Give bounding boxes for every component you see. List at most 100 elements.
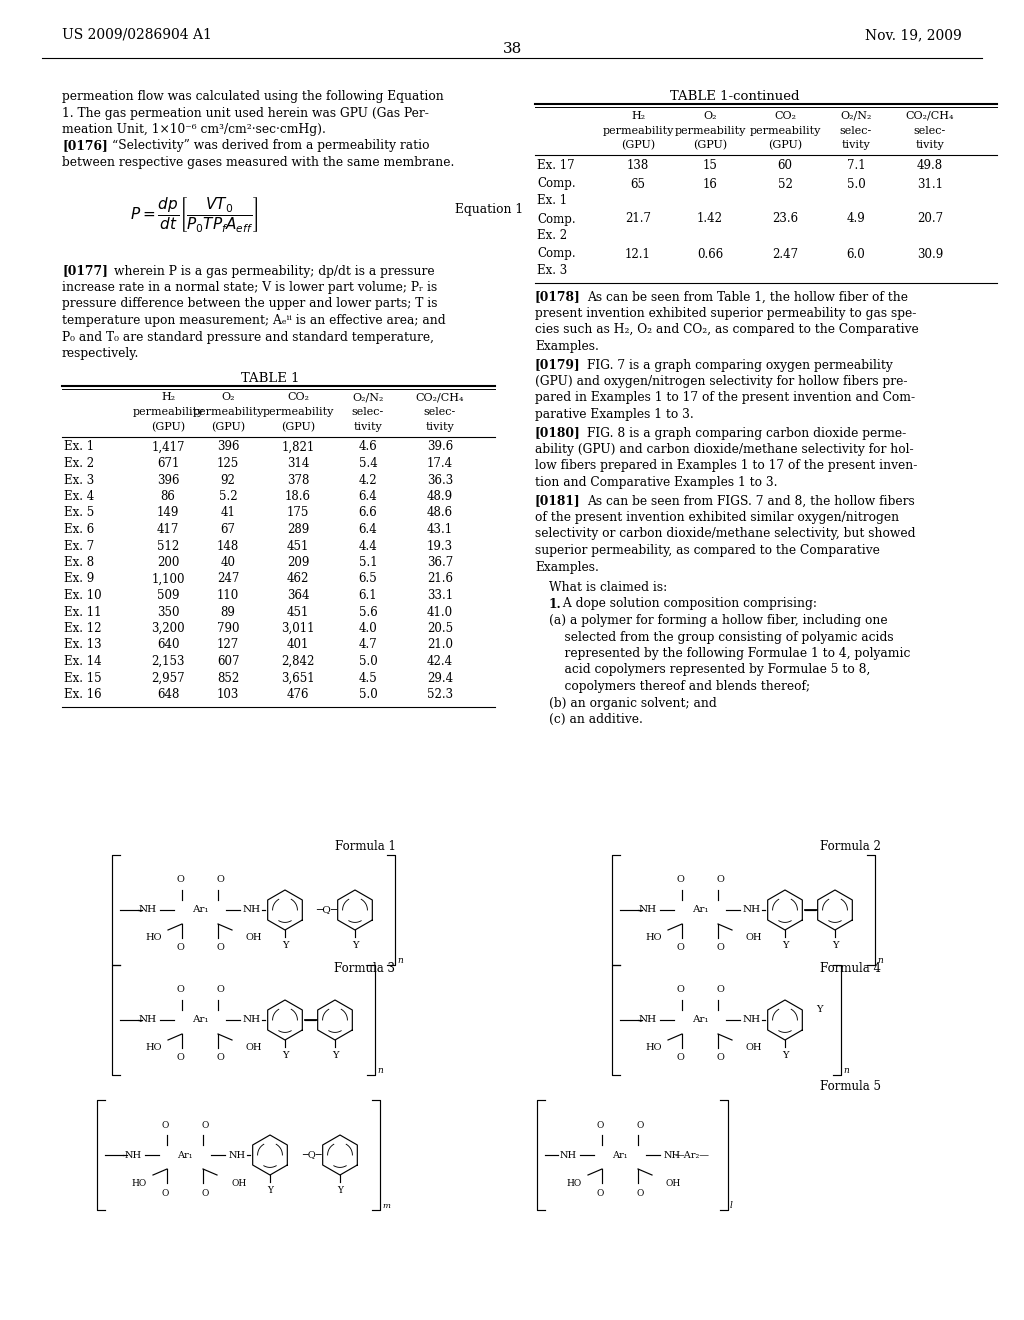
Text: n: n bbox=[877, 956, 883, 965]
Text: Ex. 4: Ex. 4 bbox=[63, 490, 94, 503]
Text: parative Examples 1 to 3.: parative Examples 1 to 3. bbox=[535, 408, 693, 421]
Text: O₂/N₂: O₂/N₂ bbox=[352, 392, 384, 403]
Text: respectively.: respectively. bbox=[62, 347, 139, 360]
Text: 2,153: 2,153 bbox=[152, 655, 184, 668]
Text: 4.2: 4.2 bbox=[358, 474, 377, 487]
Text: Formula 2: Formula 2 bbox=[819, 840, 881, 853]
Text: Ar₁: Ar₁ bbox=[191, 1015, 208, 1024]
Text: 247: 247 bbox=[217, 573, 240, 586]
Text: 5.4: 5.4 bbox=[358, 457, 378, 470]
Text: HO: HO bbox=[145, 1044, 162, 1052]
Text: What is claimed is:: What is claimed is: bbox=[549, 581, 668, 594]
Text: NH: NH bbox=[125, 1151, 141, 1159]
Text: [0177]: [0177] bbox=[62, 264, 108, 277]
Text: “Selectivity” was derived from a permeability ratio: “Selectivity” was derived from a permeab… bbox=[112, 140, 429, 153]
Text: (GPU): (GPU) bbox=[281, 421, 315, 432]
Text: permeability: permeability bbox=[602, 125, 674, 136]
Text: Formula 5: Formula 5 bbox=[819, 1080, 881, 1093]
Text: Comp.: Comp. bbox=[537, 248, 575, 260]
Text: 5.6: 5.6 bbox=[358, 606, 378, 619]
Text: 2,957: 2,957 bbox=[152, 672, 184, 685]
Text: P₀ and T₀ are standard pressure and standard temperature,: P₀ and T₀ are standard pressure and stan… bbox=[62, 330, 434, 343]
Text: Y: Y bbox=[352, 941, 358, 950]
Text: 103: 103 bbox=[217, 688, 240, 701]
Text: 175: 175 bbox=[287, 507, 309, 520]
Text: NH: NH bbox=[664, 1151, 681, 1159]
Text: As can be seen from FIGS. 7 and 8, the hollow fibers: As can be seen from FIGS. 7 and 8, the h… bbox=[587, 495, 914, 507]
Text: O: O bbox=[596, 1188, 604, 1197]
Text: Ex. 15: Ex. 15 bbox=[63, 672, 101, 685]
Text: 852: 852 bbox=[217, 672, 240, 685]
Text: (GPU): (GPU) bbox=[621, 140, 655, 150]
Text: Ex. 14: Ex. 14 bbox=[63, 655, 101, 668]
Text: O: O bbox=[596, 1121, 604, 1130]
Text: Ar₁: Ar₁ bbox=[691, 906, 709, 915]
Text: O₂: O₂ bbox=[703, 111, 717, 121]
Text: 21.0: 21.0 bbox=[427, 639, 453, 652]
Text: permeability: permeability bbox=[132, 407, 204, 417]
Text: O: O bbox=[176, 875, 184, 884]
Text: NH: NH bbox=[743, 906, 761, 915]
Text: (GPU): (GPU) bbox=[768, 140, 802, 150]
Text: 378: 378 bbox=[287, 474, 309, 487]
Text: n: n bbox=[843, 1067, 849, 1074]
Text: O: O bbox=[162, 1121, 169, 1130]
Text: O: O bbox=[202, 1121, 209, 1130]
Text: 451: 451 bbox=[287, 540, 309, 553]
Text: 17.4: 17.4 bbox=[427, 457, 453, 470]
Text: 41: 41 bbox=[220, 507, 236, 520]
Text: 4.9: 4.9 bbox=[847, 213, 865, 226]
Text: NH: NH bbox=[743, 1015, 761, 1024]
Text: O: O bbox=[676, 1053, 684, 1063]
Text: 1.: 1. bbox=[549, 598, 562, 610]
Text: pressure difference between the upper and lower parts; T is: pressure difference between the upper an… bbox=[62, 297, 437, 310]
Text: NH: NH bbox=[139, 906, 157, 915]
Text: Examples.: Examples. bbox=[535, 561, 599, 573]
Text: 60: 60 bbox=[777, 158, 793, 172]
Text: O: O bbox=[216, 1053, 224, 1063]
Text: CO₂: CO₂ bbox=[774, 111, 796, 121]
Text: permeability: permeability bbox=[193, 407, 264, 417]
Text: NH: NH bbox=[228, 1151, 246, 1159]
Text: 1,821: 1,821 bbox=[282, 441, 314, 454]
Text: 396: 396 bbox=[157, 474, 179, 487]
Text: 209: 209 bbox=[287, 556, 309, 569]
Text: Y: Y bbox=[267, 1185, 273, 1195]
Text: 149: 149 bbox=[157, 507, 179, 520]
Text: 52: 52 bbox=[777, 177, 793, 190]
Text: 20.5: 20.5 bbox=[427, 622, 453, 635]
Text: O: O bbox=[202, 1188, 209, 1197]
Text: (GPU) and oxygen/nitrogen selectivity for hollow fibers pre-: (GPU) and oxygen/nitrogen selectivity fo… bbox=[535, 375, 907, 388]
Text: [0180]: [0180] bbox=[535, 426, 581, 440]
Text: Ex. 1: Ex. 1 bbox=[537, 194, 567, 207]
Text: 289: 289 bbox=[287, 523, 309, 536]
Text: 42.4: 42.4 bbox=[427, 655, 453, 668]
Text: 127: 127 bbox=[217, 639, 240, 652]
Text: 138: 138 bbox=[627, 158, 649, 172]
Text: O: O bbox=[176, 944, 184, 953]
Text: 52.3: 52.3 bbox=[427, 688, 453, 701]
Text: selec-: selec- bbox=[352, 407, 384, 417]
Text: 67: 67 bbox=[220, 523, 236, 536]
Text: 0.66: 0.66 bbox=[697, 248, 723, 260]
Text: 4.0: 4.0 bbox=[358, 622, 378, 635]
Text: H₂: H₂ bbox=[631, 111, 645, 121]
Text: 640: 640 bbox=[157, 639, 179, 652]
Text: 314: 314 bbox=[287, 457, 309, 470]
Text: 23.6: 23.6 bbox=[772, 213, 798, 226]
Text: Formula 1: Formula 1 bbox=[335, 840, 395, 853]
Text: O: O bbox=[716, 875, 724, 884]
Text: 18.6: 18.6 bbox=[285, 490, 311, 503]
Text: HO: HO bbox=[145, 933, 162, 942]
Text: 5.0: 5.0 bbox=[358, 655, 378, 668]
Text: ─Q─: ─Q─ bbox=[302, 1151, 322, 1159]
Text: NH: NH bbox=[139, 1015, 157, 1024]
Text: 48.6: 48.6 bbox=[427, 507, 453, 520]
Text: 30.9: 30.9 bbox=[916, 248, 943, 260]
Text: Ex. 8: Ex. 8 bbox=[63, 556, 94, 569]
Text: —Ar₂—: —Ar₂— bbox=[675, 1151, 710, 1159]
Text: 148: 148 bbox=[217, 540, 240, 553]
Text: Ex. 9: Ex. 9 bbox=[63, 573, 94, 586]
Text: Formula 4: Formula 4 bbox=[819, 962, 881, 975]
Text: 92: 92 bbox=[220, 474, 236, 487]
